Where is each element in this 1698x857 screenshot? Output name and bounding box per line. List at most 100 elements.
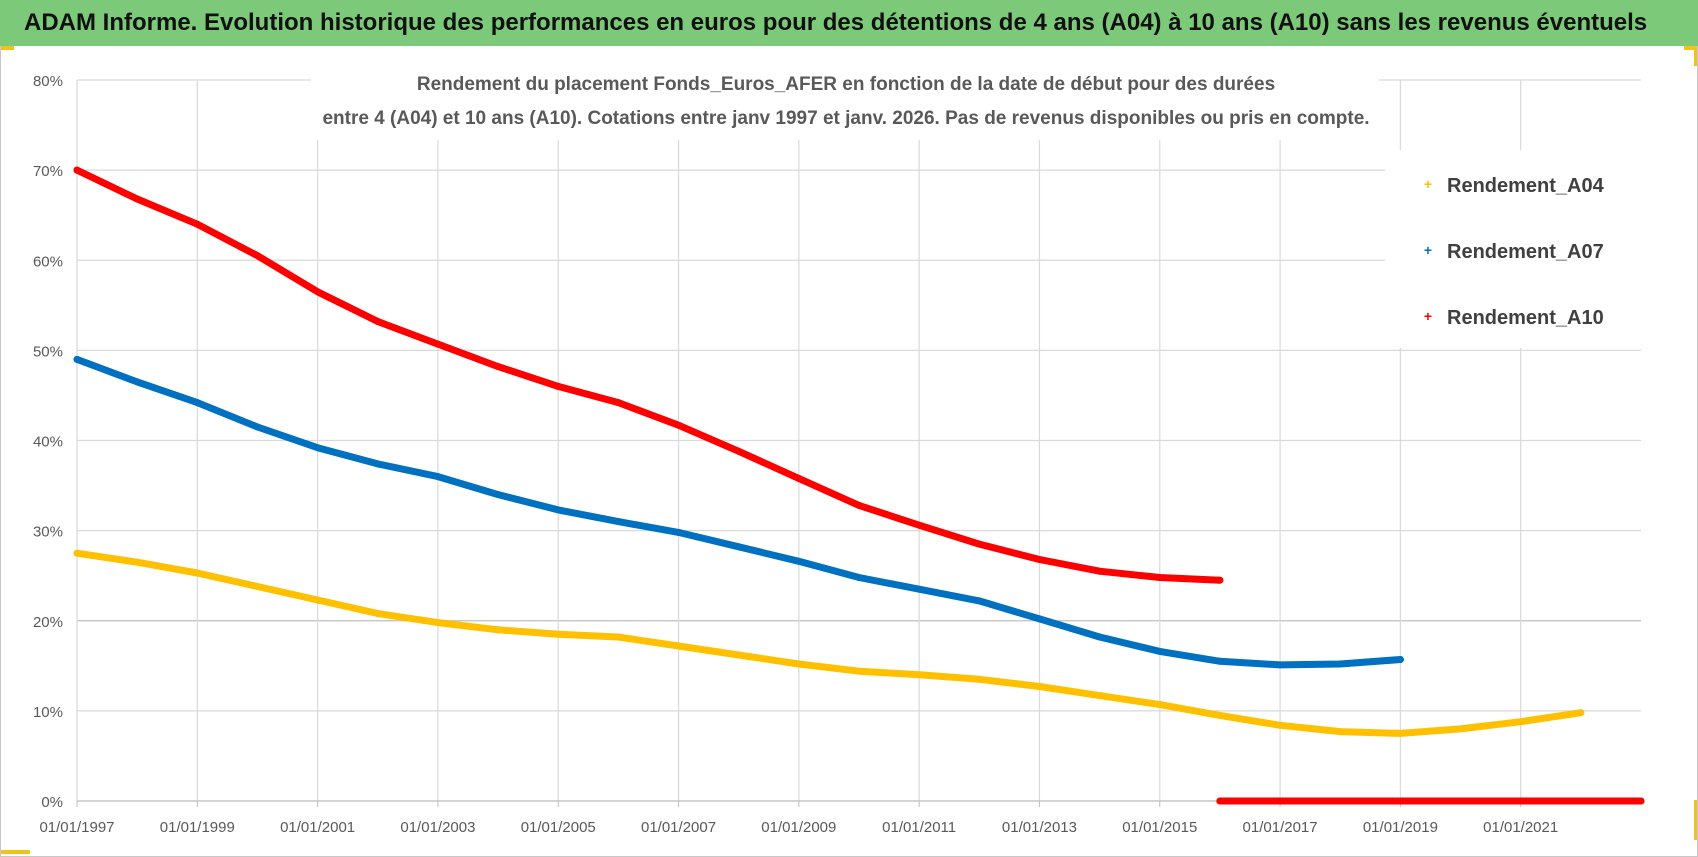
data-point	[434, 473, 442, 481]
x-tick-label: 01/01/2009	[761, 819, 836, 836]
data-point	[1216, 797, 1224, 805]
legend-label: Rendement_A04	[1447, 175, 1605, 197]
x-tick-label: 01/01/2011	[882, 819, 956, 836]
data-point	[1517, 718, 1525, 726]
x-tick-label: 01/01/2015	[1122, 819, 1197, 836]
data-point	[614, 518, 622, 526]
data-point	[374, 460, 382, 468]
data-point	[795, 474, 803, 482]
x-tick-label: 01/01/2007	[641, 819, 716, 836]
x-tick-label: 01/01/2021	[1483, 819, 1558, 836]
data-point	[1096, 633, 1104, 641]
data-point	[193, 569, 201, 577]
x-tick-label: 01/01/2017	[1243, 819, 1318, 836]
data-point	[1156, 647, 1164, 655]
series-line	[73, 166, 1224, 584]
x-tick-label: 01/01/1997	[39, 819, 114, 836]
corner-accent-right-lower	[1694, 800, 1698, 840]
legend-background	[1385, 150, 1643, 348]
y-tick-label: 60%	[33, 253, 63, 270]
data-point	[434, 619, 442, 627]
data-point	[1156, 701, 1164, 709]
data-point	[314, 596, 322, 604]
data-point	[133, 558, 141, 566]
x-tick-label: 01/01/1999	[160, 819, 235, 836]
data-point	[614, 399, 622, 407]
data-point	[1276, 721, 1284, 729]
y-tick-label: 40%	[33, 434, 63, 451]
data-point	[1637, 797, 1645, 805]
data-point	[1457, 725, 1464, 733]
data-point	[1216, 657, 1224, 665]
data-point	[1216, 576, 1224, 584]
data-point	[855, 574, 863, 581]
legend-marker: +	[1424, 242, 1432, 258]
series-line	[73, 549, 1585, 737]
data-point	[1396, 797, 1404, 805]
data-point	[855, 501, 863, 509]
data-point	[1336, 728, 1344, 736]
chart-svg: 0% 10% 20% 30% 40% 50% 60% 70% 80% 01/01/1997 01/0…	[33, 62, 1645, 836]
data-point	[975, 675, 983, 683]
data-point	[554, 630, 562, 638]
data-point	[314, 288, 322, 296]
data-point	[73, 549, 81, 557]
data-point	[1276, 661, 1284, 669]
y-tick-label: 10%	[33, 704, 63, 721]
data-point	[73, 355, 81, 363]
data-point	[915, 585, 923, 593]
data-point	[193, 399, 201, 407]
corner-accent-right-upper	[1694, 46, 1698, 66]
y-tick-label: 50%	[33, 343, 63, 360]
legend-marker: +	[1424, 176, 1432, 192]
data-point	[434, 340, 442, 348]
data-point	[374, 318, 382, 325]
data-point	[675, 642, 682, 650]
chart-title-line: entre 4 (A04) et 10 ans (A10). Cotations…	[322, 108, 1369, 129]
data-point	[795, 660, 803, 668]
data-point	[73, 166, 81, 174]
data-point	[1096, 692, 1104, 700]
y-tick-label: 0%	[41, 794, 63, 811]
data-point	[494, 491, 502, 499]
data-point	[1577, 709, 1585, 717]
data-point	[675, 528, 682, 536]
data-point	[915, 521, 923, 529]
data-point	[133, 378, 141, 386]
data-point	[554, 506, 562, 514]
data-point	[975, 597, 983, 605]
x-tick-label: 01/01/2013	[1002, 819, 1077, 836]
data-point	[1336, 797, 1344, 805]
data-point	[254, 423, 261, 431]
data-point	[314, 444, 322, 452]
data-point	[133, 195, 141, 203]
x-tick-label: 01/01/2001	[280, 819, 355, 836]
data-point	[975, 540, 983, 548]
chart-title-line: Rendement du placement Fonds_Euros_AFER …	[417, 74, 1275, 95]
banner-title: ADAM Informe. Evolution historique des p…	[0, 0, 1698, 46]
data-point	[1036, 615, 1043, 623]
data-point	[254, 252, 261, 260]
data-point	[494, 626, 502, 634]
data-point	[1216, 711, 1224, 719]
data-point	[254, 583, 261, 590]
series-line	[73, 355, 1404, 669]
data-point	[1336, 660, 1344, 668]
data-point	[614, 633, 622, 641]
data-point	[1096, 567, 1104, 575]
data-point	[675, 421, 682, 429]
data-point	[1457, 797, 1464, 805]
data-point	[1396, 656, 1404, 663]
data-point	[1156, 574, 1164, 581]
x-tick-label: 01/01/2005	[521, 819, 596, 836]
data-point	[374, 610, 382, 617]
y-tick-label: 70%	[33, 163, 63, 180]
data-point	[494, 363, 502, 371]
corner-accent-top-left	[0, 46, 14, 50]
chart-title-background	[311, 62, 1379, 140]
data-point	[855, 667, 863, 675]
data-point	[554, 382, 562, 390]
data-point	[735, 447, 743, 455]
data-point	[1276, 797, 1284, 805]
data-point	[1396, 729, 1404, 737]
